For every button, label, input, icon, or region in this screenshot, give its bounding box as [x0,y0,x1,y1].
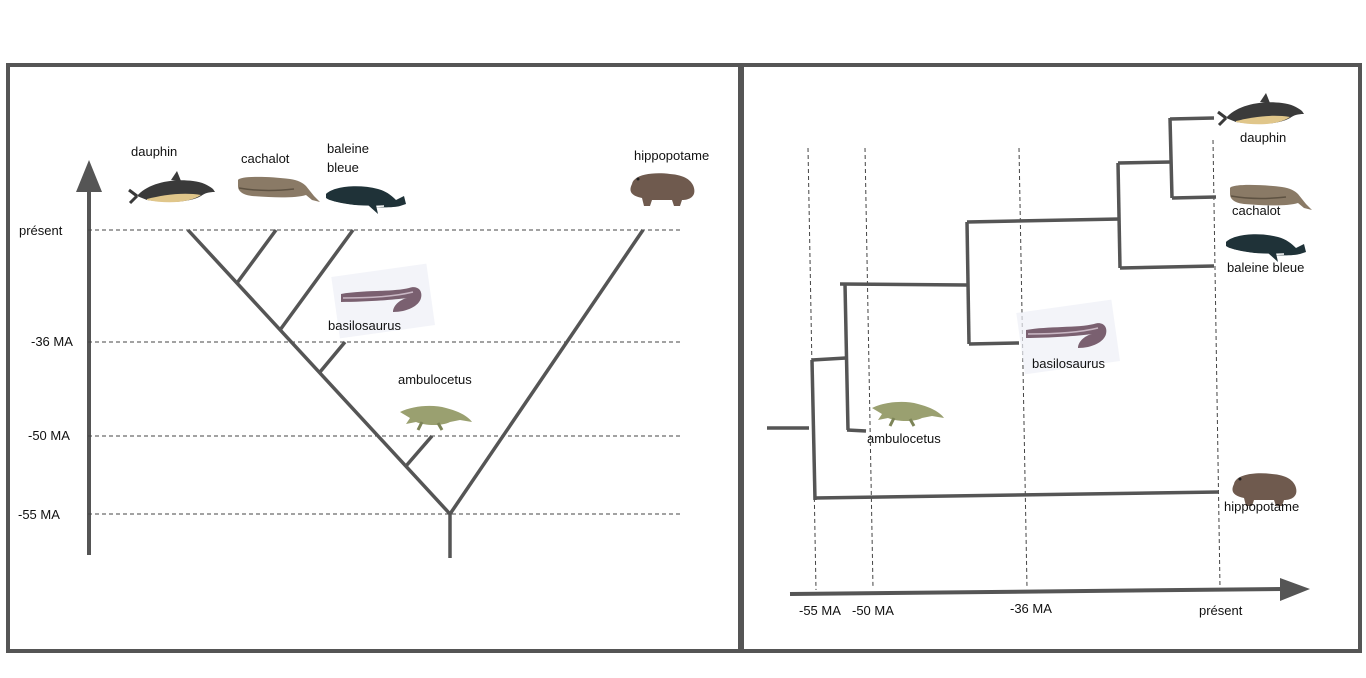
left-time-axis-arrowhead [76,160,102,192]
right-gridline-present [1212,139,1221,589]
left-blue-whale-icon [325,185,407,215]
left-branch-basilosaurus [318,340,347,374]
left-taxon-baleine-line1: baleine [327,141,369,156]
right-taxon-ambulocetus: ambulocetus [867,431,941,446]
right-label-55ma: -55 MA [799,603,841,618]
right-gridline-50 [864,147,874,589]
right-branch-hippo [814,490,1220,500]
left-branch-cachalot [235,228,278,285]
right-tree [767,116,1220,501]
left-taxon-basilosaurus: basilosaurus [328,318,401,333]
right-branch-cachalot [1171,195,1217,200]
left-hippo-icon [630,173,695,206]
left-taxon-ambulocetus: ambulocetus [398,372,472,387]
right-taxon-dauphin: dauphin [1240,130,1286,145]
left-taxon-baleine-line2: bleue [327,160,359,175]
right-branch-dauphin [1169,116,1215,121]
left-label-55ma: -55 MA [18,507,60,522]
left-branch-ambulocetus [404,434,434,468]
right-blue-whale-icon [1225,233,1307,263]
left-panel: présent -36 MA -50 MA -55 MA dauphin cac… [18,141,709,558]
right-panel-frame [740,63,1362,653]
left-label-50ma: -50 MA [28,428,70,443]
right-label-36ma: -36 MA [1010,601,1052,616]
right-branch-ambulocetus [846,428,867,433]
right-time-axis-arrowhead [1280,578,1310,601]
left-label-present: présent [19,223,63,238]
right-label-50ma: -50 MA [852,603,894,618]
left-panel-frame [6,63,742,653]
left-dolphin-icon [127,169,217,205]
right-branch-odonto [1117,160,1172,165]
left-taxon-dauphin: dauphin [131,144,177,159]
right-branch-derived [839,282,968,287]
left-tree [186,228,645,558]
right-taxon-hippopotame: hippopotame [1224,499,1299,514]
right-taxon-cachalot: cachalot [1232,203,1281,218]
right-dolphin-icon [1216,91,1306,127]
right-taxon-basilosaurus: basilosaurus [1032,356,1105,371]
right-panel: -55 MA -50 MA -36 MA présent [767,91,1313,618]
right-branch-basilosaurus [968,341,1020,346]
right-node-root-vertical [810,359,817,501]
right-time-axis [789,587,1283,596]
left-taxon-hippopotame: hippopotame [634,148,709,163]
left-ambulocetus-icon [398,404,474,432]
right-ambulocetus-icon [870,400,946,428]
right-gridline-55 [807,147,817,591]
right-taxon-baleine-bleue: baleine bleue [1227,260,1304,275]
right-branch-cetacea [811,356,847,362]
right-branch-modern [966,217,1121,224]
right-node-odonto-vertical [1168,117,1174,199]
left-label-36ma: -36 MA [31,334,73,349]
right-node-derived-vertical [965,221,971,345]
right-node-cetacea-vertical [843,283,850,431]
right-branch-baleine [1119,264,1215,270]
left-branch-whales [186,228,452,516]
left-branch-baleine [278,228,355,332]
left-sperm-whale-icon [237,176,321,203]
right-node-modern-vertical [1116,162,1122,269]
left-taxon-cachalot: cachalot [241,151,290,166]
right-label-present: présent [1199,603,1243,618]
left-branch-hippo [448,229,645,515]
